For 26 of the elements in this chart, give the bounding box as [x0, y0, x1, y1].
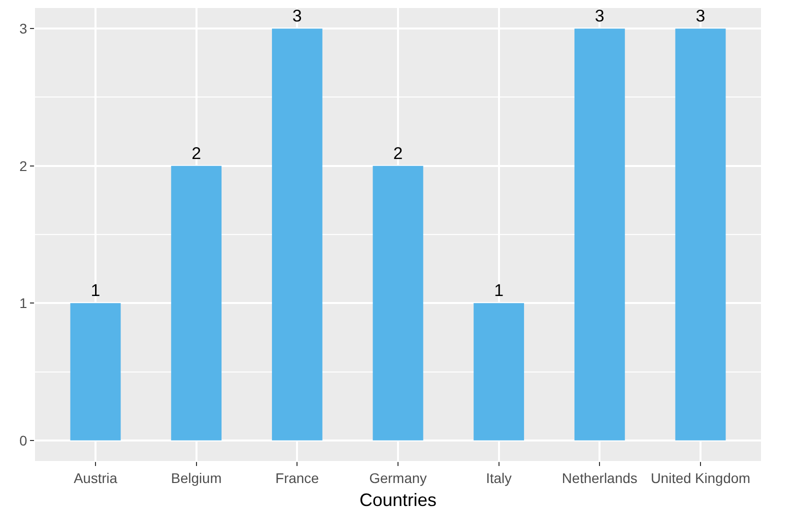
x-tick-label: Belgium [171, 470, 222, 486]
bar [171, 166, 222, 440]
data-label: 2 [393, 144, 403, 163]
x-tick-label: United Kingdom [650, 470, 750, 486]
x-tick-label: France [275, 470, 320, 486]
data-label: 3 [292, 6, 302, 26]
y-tick-label: 1 [19, 295, 28, 312]
bar [272, 28, 322, 440]
data-label: 3 [594, 6, 604, 26]
x-tick-label: Netherlands [562, 470, 638, 486]
bar [675, 28, 726, 440]
y-tick-label: 3 [19, 20, 28, 36]
bar [70, 303, 121, 440]
data-label: 1 [90, 281, 100, 300]
x-tick-label: Austria [74, 470, 118, 486]
x-tick-label: Germany [369, 470, 427, 486]
bar [372, 166, 424, 440]
x-tick-label: Italy [486, 470, 512, 486]
data-label: 3 [696, 6, 706, 26]
bar [474, 303, 524, 440]
data-label: 1 [494, 281, 504, 300]
bar [574, 28, 625, 440]
data-label: 2 [192, 144, 202, 163]
y-tick-label: 0 [19, 432, 28, 448]
x-axis-title: Countries [359, 490, 437, 510]
y-tick-label: 2 [19, 158, 28, 174]
